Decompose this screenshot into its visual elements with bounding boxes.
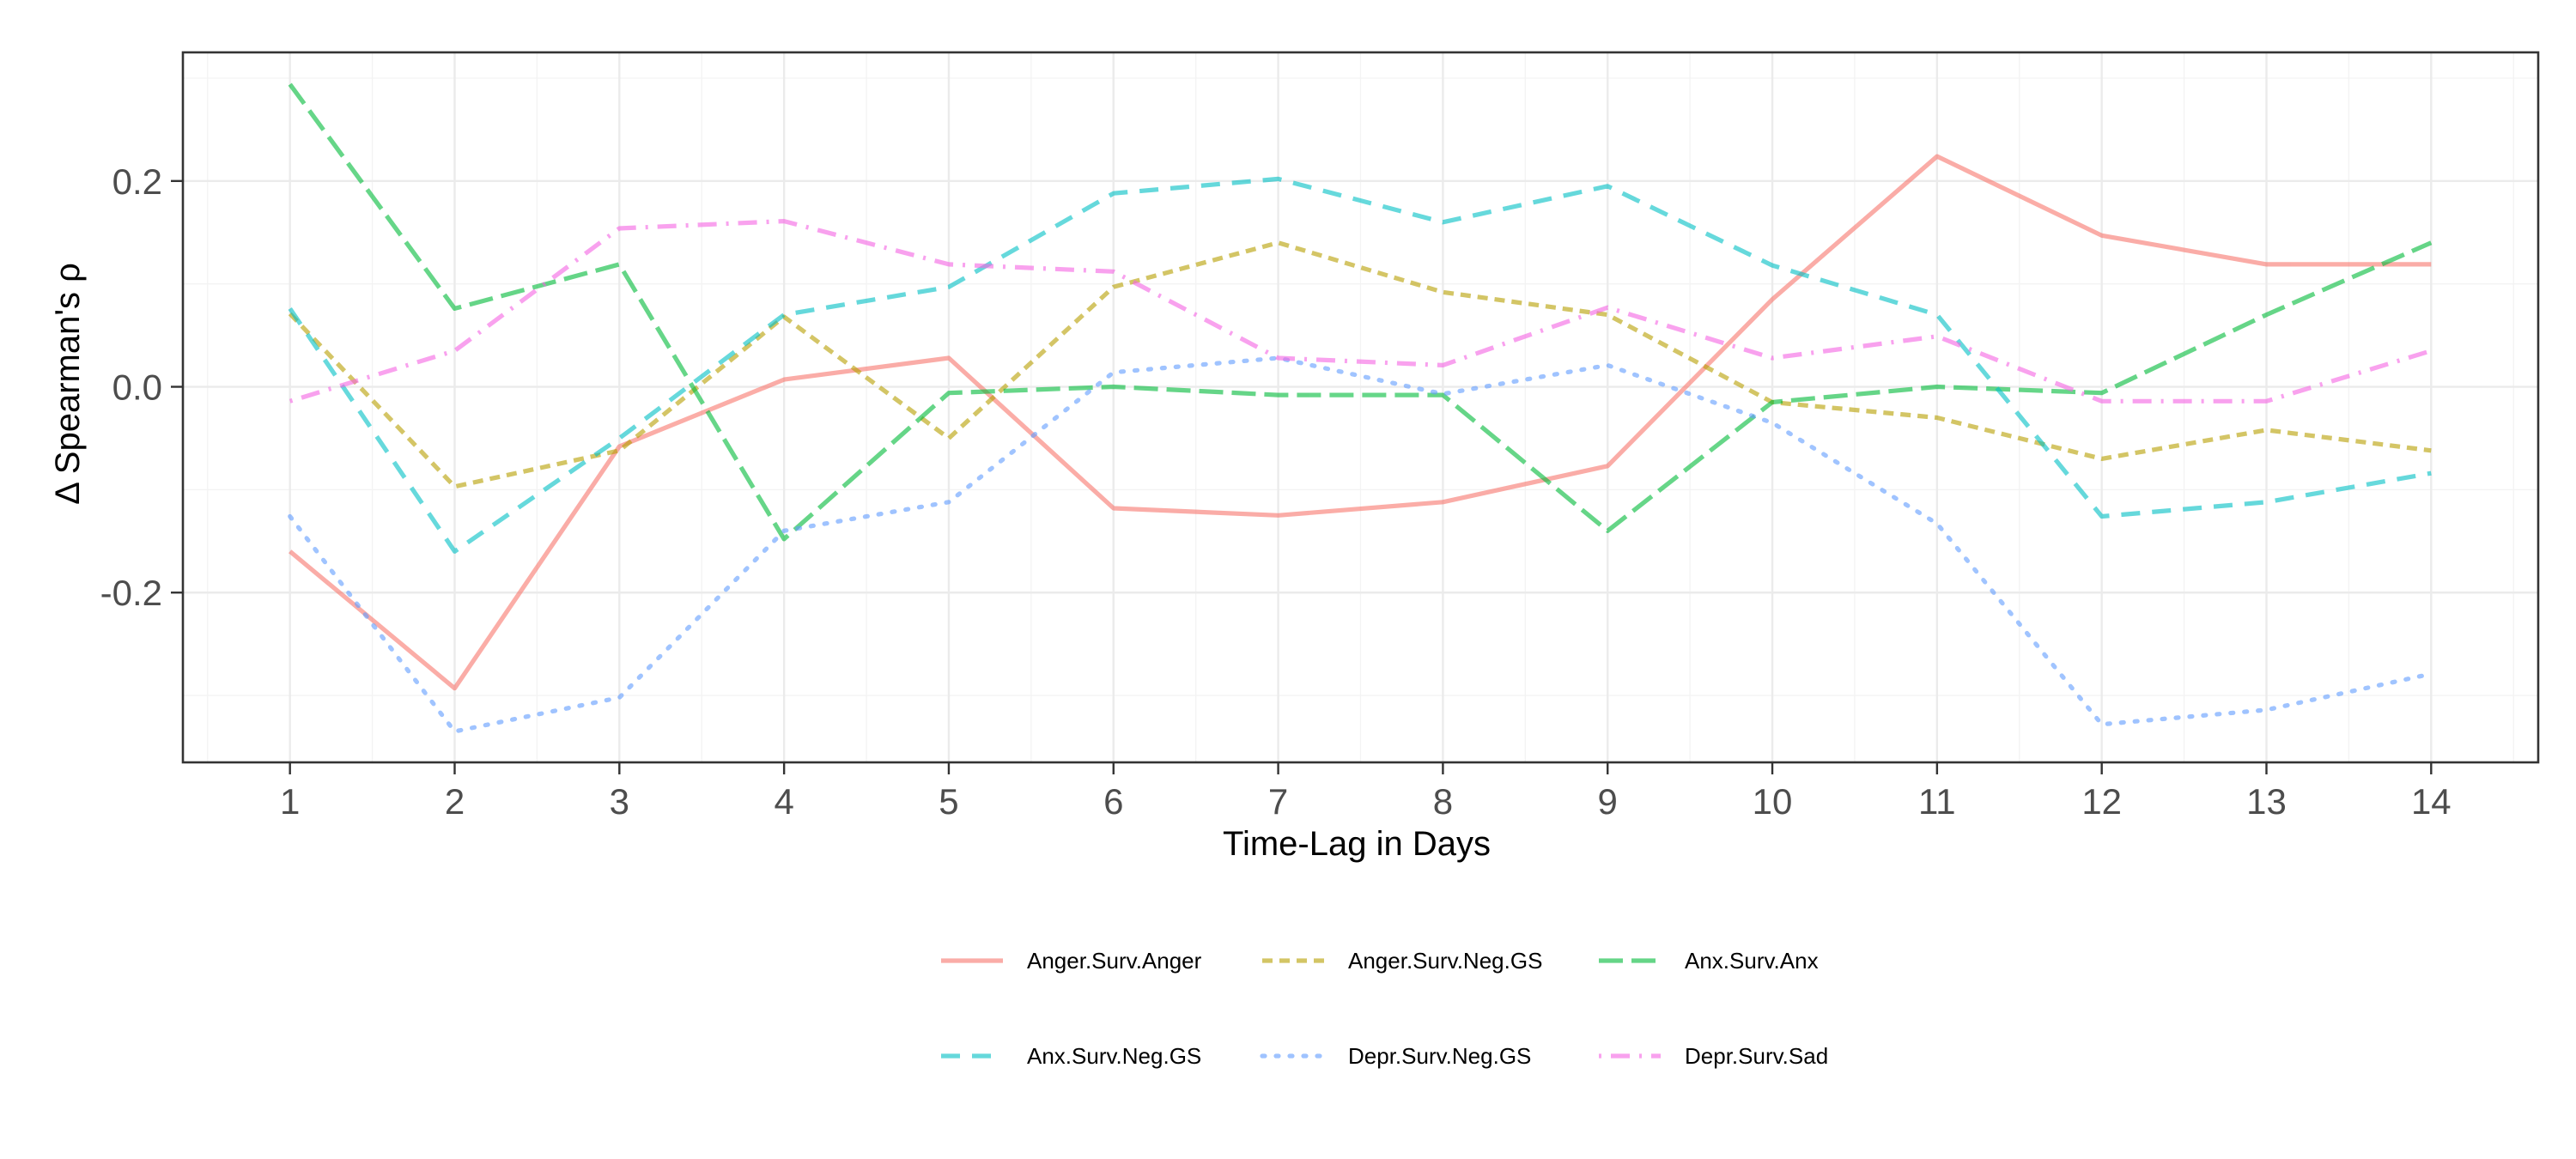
- y-axis: -0.2 0.0 0.2: [100, 161, 183, 613]
- plot-panel-border: [181, 51, 2540, 764]
- legend-item: Anx.Surv.Neg.GS: [941, 1043, 1201, 1069]
- series-line: [288, 240, 2432, 489]
- series-line: [289, 219, 2433, 404]
- legend-item: Anger.Surv.Anger: [941, 948, 1202, 974]
- legend-label: Anger.Surv.Anger: [1027, 948, 1202, 974]
- x-tick-label: 3: [610, 781, 629, 822]
- legend-item: Depr.Surv.Neg.GS: [1260, 1043, 1531, 1069]
- series-lines: [288, 82, 2433, 734]
- legend-label: Anx.Surv.Anx: [1685, 948, 1819, 974]
- x-tick-label: 5: [939, 781, 958, 822]
- series-Depr.Surv.Sad: [289, 219, 2433, 404]
- x-tick-label: 4: [774, 781, 793, 822]
- x-tick-label: 2: [445, 781, 465, 822]
- minor-gridlines: [183, 52, 2538, 762]
- legend-item: Anx.Surv.Anx: [1599, 948, 1819, 974]
- series-line: [288, 176, 2432, 554]
- x-tick-label: 10: [1753, 781, 1793, 822]
- major-gridlines: [183, 52, 2538, 762]
- y-tick-label: -0.2: [100, 573, 162, 613]
- legend-item: Anger.Surv.Neg.GS: [1262, 948, 1542, 974]
- x-axis: 1 2 3 4 5 6 7 8 9 10 11 12 13 14: [280, 762, 2451, 822]
- x-tick-label: 13: [2246, 781, 2287, 822]
- series-Anx.Surv.Neg.GS: [288, 176, 2432, 554]
- y-axis-title: Δ Spearman's ρ: [49, 263, 87, 505]
- legend-label: Anx.Surv.Neg.GS: [1027, 1043, 1201, 1069]
- legend-label: Anger.Surv.Neg.GS: [1348, 948, 1542, 974]
- legend: Anger.Surv.Anger Anger.Surv.Neg.GS Anx.Sur…: [941, 948, 1828, 1069]
- x-tick-label: 14: [2411, 781, 2451, 822]
- x-tick-label: 12: [2081, 781, 2122, 822]
- x-tick-label: 9: [1598, 781, 1618, 822]
- series-line: [289, 154, 2432, 691]
- y-tick-label: 0.2: [112, 161, 162, 202]
- x-tick-label: 1: [280, 781, 300, 822]
- x-tick-label: 6: [1103, 781, 1123, 822]
- legend-item: Depr.Surv.Sad: [1599, 1043, 1828, 1069]
- x-axis-title: Time-Lag in Days: [1223, 825, 1491, 863]
- legend-label: Depr.Surv.Neg.GS: [1348, 1043, 1531, 1069]
- x-tick-label: 11: [1918, 781, 1956, 822]
- legend-label: Depr.Surv.Sad: [1685, 1043, 1828, 1069]
- x-tick-label: 8: [1433, 781, 1453, 822]
- x-tick-label: 7: [1268, 781, 1288, 822]
- series-Anx.Surv.Anx: [288, 82, 2433, 542]
- y-tick-label: 0.0: [112, 367, 162, 408]
- series-Anger.Surv.Anger: [289, 154, 2432, 691]
- series-line: [288, 82, 2433, 542]
